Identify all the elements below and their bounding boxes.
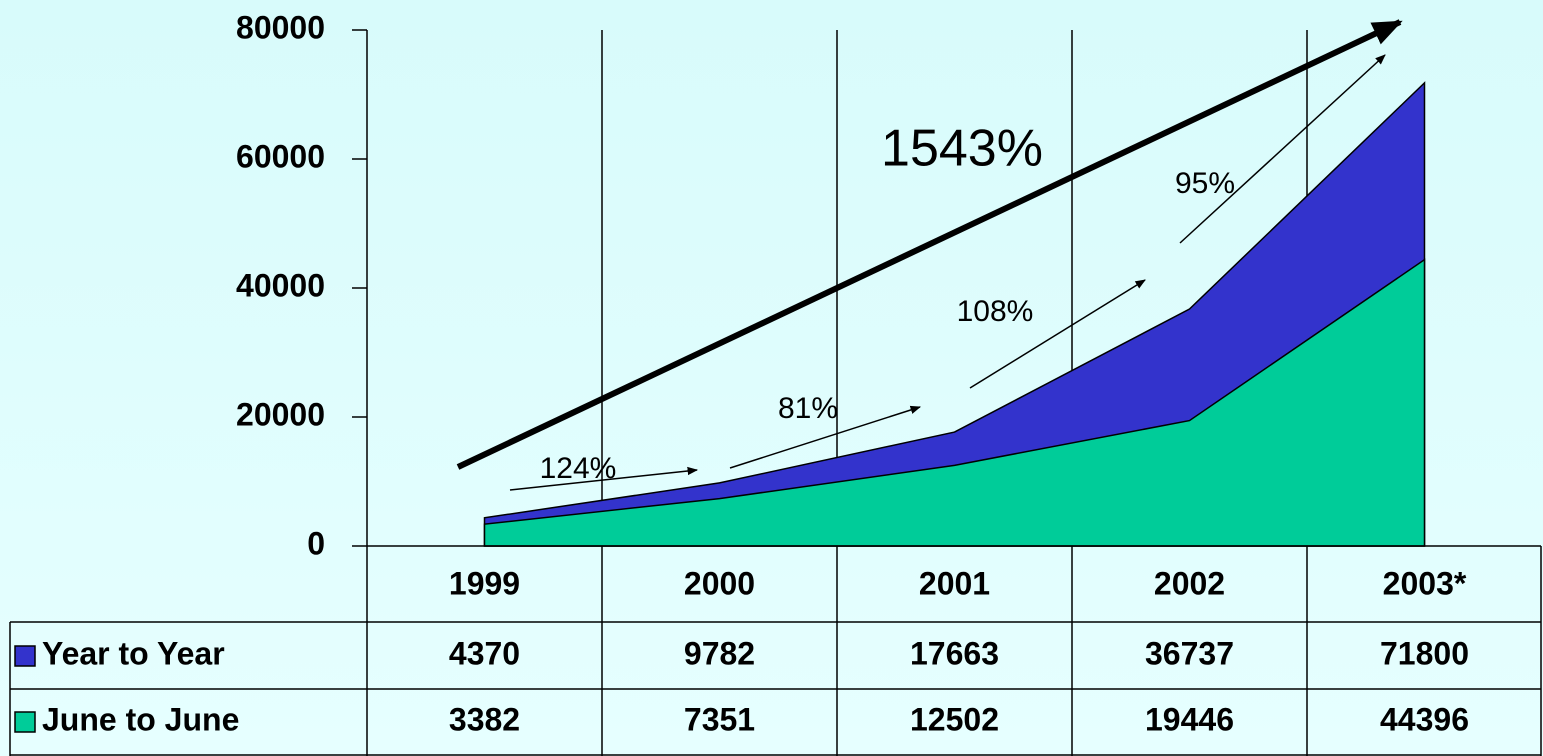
x-tick-label: 2001: [919, 565, 990, 601]
x-tick-label: 1999: [449, 565, 520, 601]
x-tick-label: 2002: [1154, 565, 1225, 601]
y-tick-label: 60000: [236, 138, 325, 174]
data-table: [9, 546, 1542, 756]
growth-arrow: [509, 466, 699, 491]
y-tick-label: 0: [307, 525, 325, 561]
table-value: 9782: [684, 635, 755, 671]
table-value: 44396: [1380, 701, 1469, 737]
area: [483, 258, 1426, 547]
table-value: 4370: [449, 635, 520, 671]
legend-key: [14, 645, 36, 667]
growth-annotation: 124%: [540, 452, 617, 485]
legend-key: [14, 711, 36, 733]
labels: 0 20000 40000 60000 80000 1999 2000 2001 2002 200…: [14, 9, 1469, 737]
growth-arrow: [729, 405, 921, 469]
table-value: 7351: [684, 701, 755, 737]
growth-annotation: 95%: [1175, 167, 1235, 200]
table-value: 71800: [1380, 635, 1469, 671]
y-tick-label: 20000: [236, 396, 325, 432]
areas: [483, 81, 1426, 547]
growth-arrow: [1179, 54, 1386, 244]
overlay: [366, 19, 1541, 547]
x-tick-label: 2000: [684, 565, 755, 601]
table-value: 36737: [1145, 635, 1234, 671]
growth-annotation: 108%: [957, 295, 1034, 328]
table-value: 12502: [910, 701, 999, 737]
y-tick-label: 40000: [236, 267, 325, 303]
table-value: 3382: [449, 701, 520, 737]
growth-annotation: 1543%: [881, 120, 1043, 178]
y-tick-label: 80000: [236, 9, 325, 45]
growth-annotation: 81%: [778, 392, 838, 425]
growth-arrow: [969, 279, 1146, 389]
table-value: 19446: [1145, 701, 1234, 737]
x-tick-label: 2003*: [1383, 565, 1467, 601]
legend-label: June to June: [42, 701, 239, 737]
legend-label: Year to Year: [42, 635, 225, 671]
total-growth-arrow: [456, 19, 1403, 470]
table-value: 17663: [910, 635, 999, 671]
